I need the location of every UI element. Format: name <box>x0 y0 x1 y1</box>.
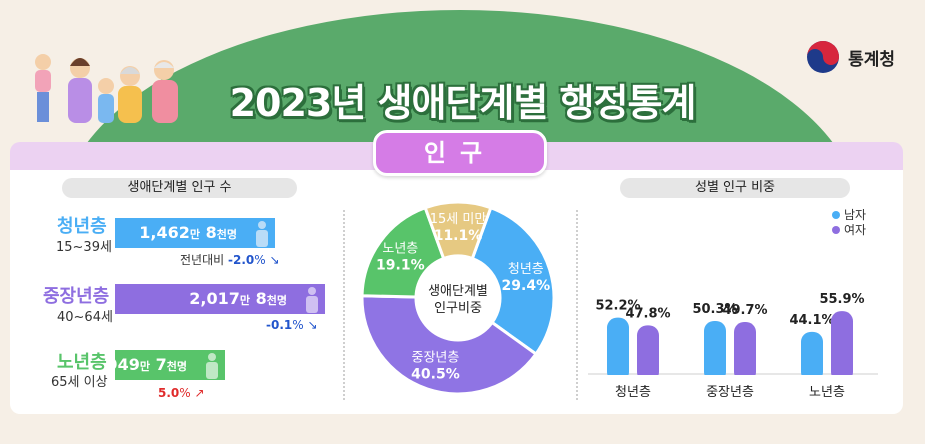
delta-middle: -0.1% ↘ <box>266 318 318 332</box>
bar-middle: 2,017만 8천명 <box>115 284 325 314</box>
family-illustration <box>35 54 178 123</box>
donut-slice-label: 청년층 <box>508 262 544 277</box>
bar-senior: 949만 7천명 <box>107 350 225 380</box>
donut-slice <box>423 200 493 261</box>
group-name-senior: 노년층 <box>57 352 107 373</box>
bar-value-label: 52.2% <box>595 299 640 314</box>
bar-value-label: 50.3% <box>692 302 737 317</box>
person-icon <box>206 353 218 379</box>
donut-slice-label: 15세 미만 <box>430 212 487 227</box>
bar-female <box>637 325 659 382</box>
group-range-middle: 40~64세 <box>57 310 113 325</box>
bar-value-label: 44.1% <box>789 313 834 328</box>
donut-slice-value: 40.5% <box>411 366 460 382</box>
bar-value-label: 47.8% <box>625 306 670 321</box>
person-icon <box>256 221 268 247</box>
donut-slice <box>360 294 539 396</box>
x-tick-label: 노년층 <box>809 385 845 400</box>
group-name-youth: 청년층 <box>57 216 107 237</box>
bar-female <box>734 322 756 382</box>
right-heading: 성별 인구 비중 <box>620 178 850 198</box>
donut-slice-value: 19.1% <box>376 258 425 274</box>
axis-mask <box>588 375 878 385</box>
bar-value-label: 49.7% <box>722 303 767 318</box>
bar-value-middle: 2,017만 8천명 <box>189 289 287 308</box>
bar-male <box>607 317 629 382</box>
bar-male <box>801 331 823 382</box>
donut-slice-value: 29.4% <box>502 278 551 294</box>
group-range-youth: 15~39세 <box>56 240 112 255</box>
section-tab: 인구 <box>373 130 547 176</box>
donut-center-label: 인구비중 <box>434 301 482 316</box>
divider-right <box>576 210 578 400</box>
donut-slice-label: 노년층 <box>382 242 418 257</box>
person-icon <box>306 287 318 313</box>
brand-name: 통계청 <box>848 49 895 70</box>
legend-item-female: 여자 <box>832 222 866 237</box>
divider-left <box>343 210 345 400</box>
brand: 통계청 <box>806 40 895 74</box>
legend: 남자 여자 <box>832 207 866 237</box>
legend-item-male: 남자 <box>832 207 866 222</box>
bar-youth: 1,462만 8천명 <box>115 218 275 248</box>
bar-female <box>831 311 853 382</box>
left-heading: 생애단계별 인구 수 <box>62 178 297 198</box>
group-range-senior: 65세 이상 <box>51 375 108 390</box>
group-name-middle: 중장년층 <box>43 286 110 307</box>
bar-value-label: 55.9% <box>819 292 864 307</box>
page-title: 2023년 생애단계별 행정통계 <box>229 81 697 125</box>
donut-slice-label: 중장년층 <box>412 350 460 365</box>
x-tick-label: 청년층 <box>615 385 651 400</box>
bar-value-senior: 949만 7천명 <box>106 355 188 374</box>
donut-hole <box>417 257 499 339</box>
donut-slice <box>470 205 556 357</box>
taegeuk-logo-icon <box>807 41 840 73</box>
donut-center-label: 생애단계별 <box>428 284 488 299</box>
delta-senior: 5.0% ↗ <box>158 386 205 400</box>
donut-slice <box>360 205 446 299</box>
bar-male <box>704 320 726 382</box>
donut-slice-value: 11.1% <box>434 228 483 244</box>
x-tick-label: 중장년층 <box>706 385 754 400</box>
bar-value-youth: 1,462만 8천명 <box>139 223 237 242</box>
delta-youth: 전년대비 -2.0% ↘ <box>180 253 280 267</box>
gender-bar-chart: 52.2%47.8% 청년층 50.3%49.7% 중장년층 44.1% 55.9% 노년층 <box>588 292 878 400</box>
